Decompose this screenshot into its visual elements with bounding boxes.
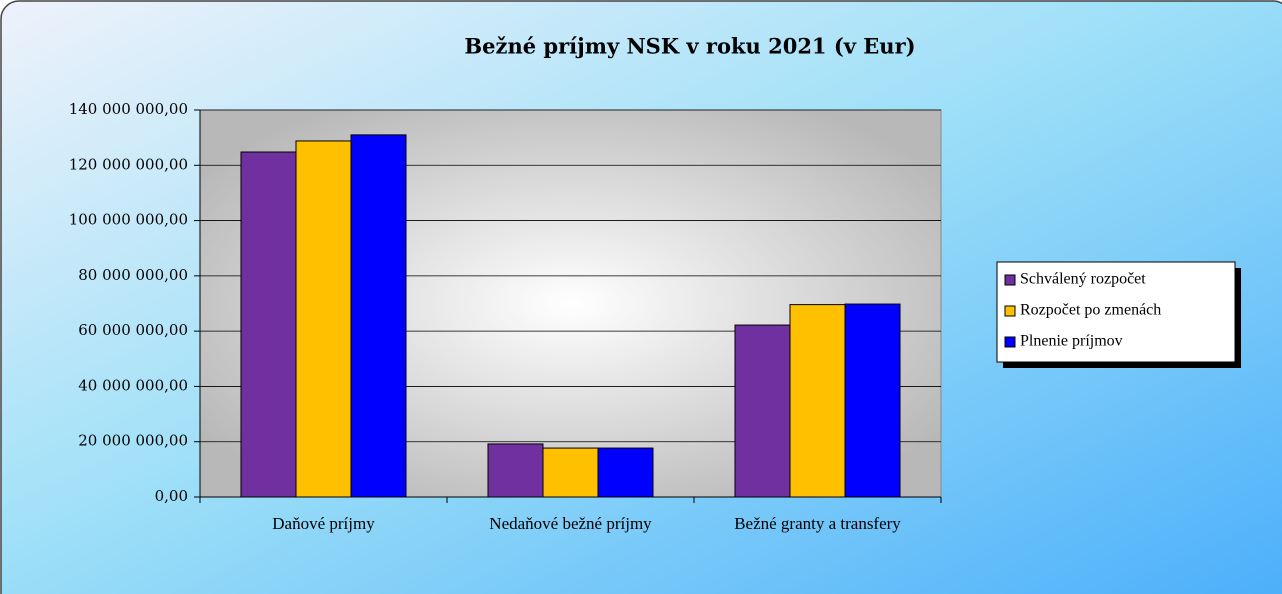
y-tick-label: 40 000 000,00 — [78, 376, 188, 394]
legend-swatch — [1004, 336, 1016, 348]
bar — [734, 324, 791, 498]
legend-label: Schválený rozpočet — [1020, 271, 1146, 288]
legend — [996, 261, 1236, 363]
x-tick-label: Daňové príjmy — [272, 514, 375, 533]
y-tick-label: 140 000 000,00 — [69, 100, 188, 118]
bar — [487, 443, 544, 498]
y-tick-label: 0,00 — [155, 487, 188, 505]
legend-swatch — [1004, 305, 1016, 317]
bar — [350, 134, 407, 498]
y-tick-label: 20 000 000,00 — [78, 432, 188, 450]
legend-swatch — [1004, 274, 1016, 286]
chart-title: Bežné príjmy NSK v roku 2021 (v Eur) — [464, 34, 915, 59]
bar — [295, 140, 352, 498]
x-tick-label: Bežné granty a transfery — [734, 514, 901, 533]
bar — [789, 304, 846, 498]
x-tick-label: Nedaňové bežné príjmy — [489, 514, 652, 533]
y-tick-label: 80 000 000,00 — [78, 266, 188, 284]
bar — [844, 303, 901, 498]
legend-label: Rozpočet po zmenách — [1020, 302, 1161, 319]
bar — [240, 151, 297, 498]
bar — [597, 447, 654, 498]
y-tick-label: 120 000 000,00 — [69, 155, 188, 173]
y-tick-label: 100 000 000,00 — [69, 211, 188, 229]
bar — [542, 447, 599, 498]
legend-label: Plnenie príjmov — [1020, 333, 1123, 350]
y-tick-label: 60 000 000,00 — [78, 321, 188, 339]
